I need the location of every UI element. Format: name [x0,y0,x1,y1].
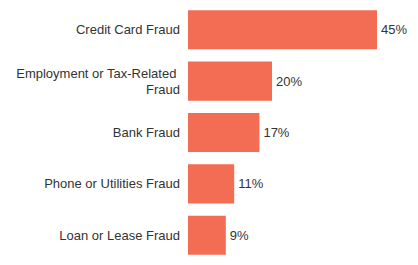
svg-text:17%: 17% [263,125,289,140]
svg-text:Phone or Utilities Fraud: Phone or Utilities Fraud [44,176,180,191]
svg-text:Fraud: Fraud [146,82,180,97]
svg-text:Employment or Tax-Related: Employment or Tax-Related [16,66,180,81]
svg-text:Bank Fraud: Bank Fraud [113,125,180,140]
svg-text:11%: 11% [238,176,263,191]
svg-text:Credit Card Fraud: Credit Card Fraud [76,22,180,37]
svg-text:9%: 9% [230,228,249,243]
svg-text:20%: 20% [276,74,302,89]
svg-text:Loan or Lease Fraud: Loan or Lease Fraud [59,228,180,243]
svg-text:45%: 45% [381,22,407,37]
